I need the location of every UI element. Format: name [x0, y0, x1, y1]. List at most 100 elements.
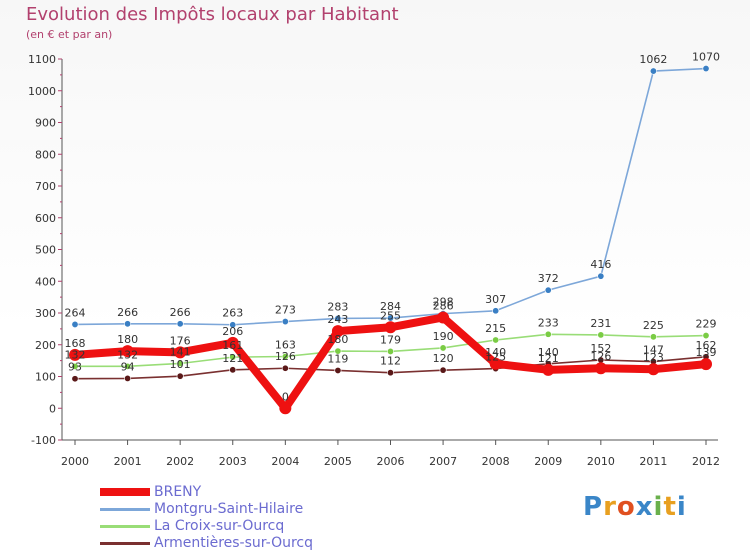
- point-series-3: [334, 366, 342, 374]
- legend-label: Montgru-Saint-Hilaire: [154, 501, 304, 517]
- data-label: 121: [538, 352, 559, 365]
- data-label: 416: [590, 258, 611, 271]
- data-label: 266: [170, 306, 191, 319]
- data-label: 119: [327, 352, 348, 365]
- point-breny: [647, 363, 660, 376]
- series-line-1: [74, 67, 707, 326]
- data-label: 263: [222, 307, 243, 320]
- data-label: 179: [380, 333, 401, 346]
- legend-item: Montgru-Saint-Hilaire: [100, 501, 303, 517]
- data-label: 125: [485, 351, 506, 364]
- data-label: 286: [433, 299, 454, 312]
- point-series-2: [492, 336, 500, 344]
- data-label: 132: [65, 348, 86, 361]
- point-series-2: [649, 333, 657, 341]
- y-tick-label: 200: [35, 339, 56, 352]
- data-label: 180: [327, 333, 348, 346]
- x-tick-label: 2004: [271, 455, 299, 468]
- x-tick-label: 2007: [429, 455, 457, 468]
- data-label: 152: [590, 342, 611, 355]
- point-series-2: [439, 344, 447, 352]
- data-label: 298: [433, 296, 454, 309]
- data-label: 168: [65, 337, 86, 350]
- data-label: 141: [170, 345, 191, 358]
- point-series-1: [124, 320, 132, 328]
- point-series-3: [439, 366, 447, 374]
- legend-item: La Croix-sur-Ourcq: [100, 518, 284, 534]
- legend-swatch: [100, 524, 150, 528]
- legend-swatch: [100, 507, 150, 511]
- data-label: 229: [696, 318, 717, 331]
- point-series-1: [176, 320, 184, 328]
- point-series-2: [176, 359, 184, 367]
- data-label: 101: [170, 358, 191, 371]
- chart-title: Evolution des Impôts locaux par Habitant: [26, 4, 399, 25]
- data-label: 255: [380, 309, 401, 322]
- point-series-1: [597, 272, 605, 280]
- y-tick-label: 500: [35, 244, 56, 257]
- data-label: 161: [222, 339, 243, 352]
- x-tick-label: 2008: [482, 455, 510, 468]
- data-label: 233: [538, 316, 559, 329]
- y-tick-label: -100: [31, 434, 56, 447]
- point-series-2: [229, 353, 237, 361]
- data-label: 273: [275, 304, 296, 317]
- point-series-2: [544, 330, 552, 338]
- proxiti-logo: Proxiti: [583, 492, 687, 522]
- x-tick-label: 2012: [692, 455, 720, 468]
- data-label: 190: [433, 330, 454, 343]
- point-breny: [542, 363, 555, 376]
- data-label: 372: [538, 272, 559, 285]
- data-label: 284: [380, 300, 401, 313]
- data-label: 140: [485, 346, 506, 359]
- y-tick-label: 1000: [28, 85, 56, 98]
- y-tick-label: 100: [35, 371, 56, 384]
- point-series-1: [281, 318, 289, 326]
- data-label: 176: [170, 334, 191, 347]
- legend-label: La Croix-sur-Ourcq: [154, 518, 285, 534]
- data-label: 123: [643, 351, 664, 364]
- y-tick-label: 400: [35, 275, 56, 288]
- point-breny: [437, 311, 450, 324]
- legend-item: Armentières-sur-Ourcq: [100, 535, 313, 551]
- y-tick-label: 800: [35, 148, 56, 161]
- point-series-1: [71, 320, 79, 328]
- point-breny: [121, 345, 134, 358]
- data-label: 121: [222, 352, 243, 365]
- data-label: 147: [643, 344, 664, 357]
- point-series-3: [229, 366, 237, 374]
- point-breny: [279, 402, 292, 415]
- data-label: 231: [590, 317, 611, 330]
- y-tick-label: 600: [35, 212, 56, 225]
- data-label: 264: [65, 306, 86, 319]
- data-label: 126: [590, 350, 611, 363]
- point-series-2: [71, 362, 79, 370]
- data-label: 132: [117, 348, 138, 361]
- legend-label: Armentières-sur-Ourcq: [154, 535, 314, 551]
- point-series-2: [281, 352, 289, 360]
- data-label: 112: [380, 355, 401, 368]
- legend-label: BRENY: [154, 484, 202, 500]
- point-series-3: [71, 375, 79, 383]
- x-tick-label: 2000: [61, 455, 89, 468]
- point-series-3: [124, 374, 132, 382]
- point-series-1: [229, 321, 237, 329]
- data-label: 120: [433, 352, 454, 365]
- point-series-2: [334, 347, 342, 355]
- legend-swatch: [100, 541, 150, 545]
- data-label: 126: [275, 350, 296, 363]
- point-series-2: [597, 331, 605, 339]
- y-tick-label: 0: [49, 402, 56, 415]
- y-tick-label: 700: [35, 180, 56, 193]
- point-breny: [489, 357, 502, 370]
- y-tick-label: 1100: [28, 53, 56, 66]
- x-tick-label: 2011: [639, 455, 667, 468]
- data-label: 162: [696, 339, 717, 352]
- data-label: 180: [117, 333, 138, 346]
- point-series-1: [544, 286, 552, 294]
- point-series-2: [386, 347, 394, 355]
- data-label: 1062: [639, 53, 667, 66]
- data-label: 206: [222, 325, 243, 338]
